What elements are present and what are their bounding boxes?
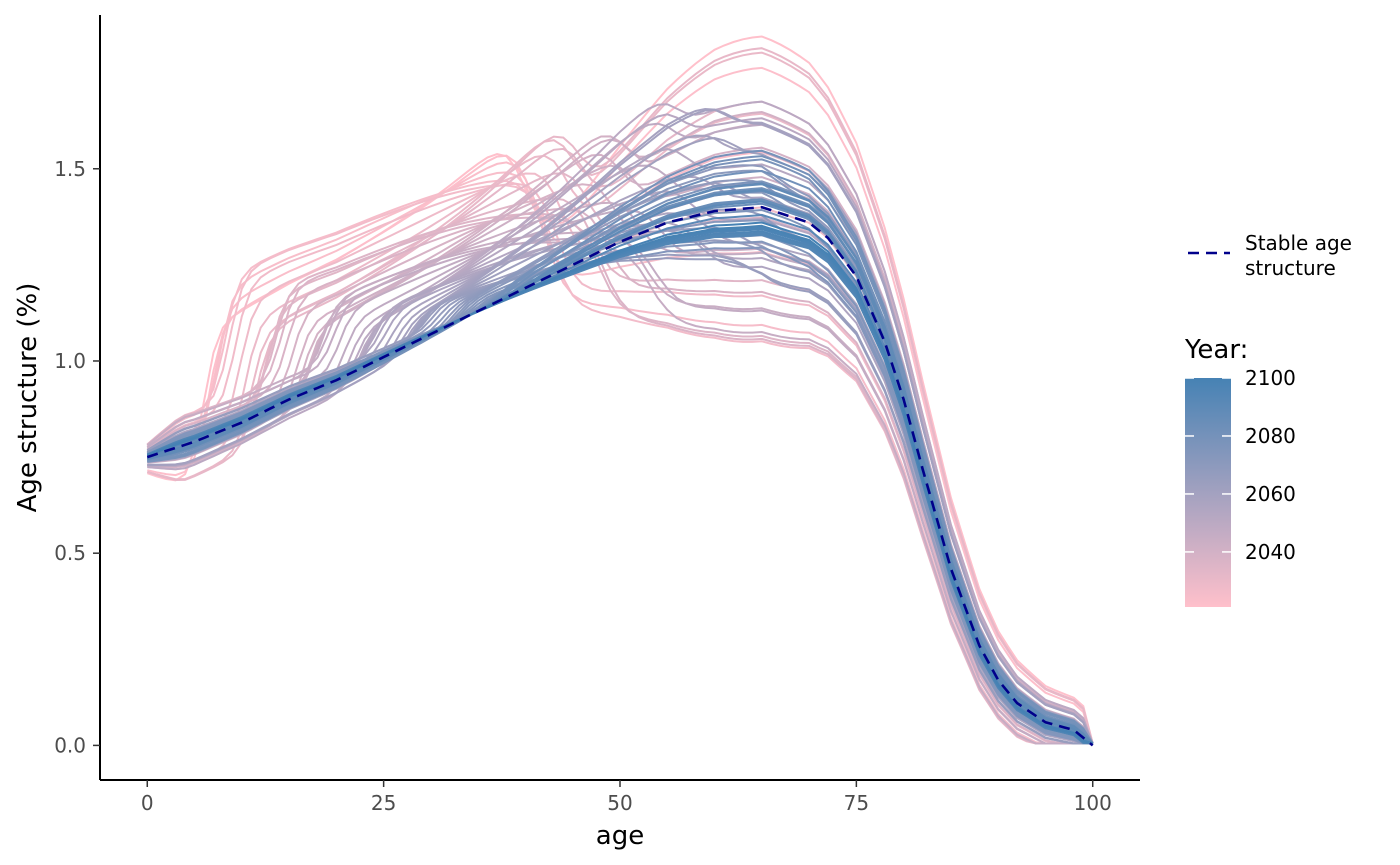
y-tick-label: 0.0	[54, 733, 86, 757]
stable-age-series	[146, 205, 1094, 747]
year-line-2086	[147, 189, 1094, 745]
x-tick-label: 75	[844, 791, 869, 815]
colorbar-label: 2040	[1245, 540, 1296, 564]
year-line-2031	[147, 47, 1094, 744]
legend-colorbar	[1185, 378, 1231, 607]
year-line-2050	[147, 100, 1094, 744]
colorbar-label: 2060	[1245, 482, 1296, 506]
year-line-2074	[146, 246, 1093, 745]
year-line-2034	[146, 197, 1093, 745]
year-lines	[146, 35, 1094, 745]
year-line-2091	[146, 213, 1094, 745]
colorbar-ticks: 2040 2060 2080 2100	[1185, 366, 1296, 564]
year-line-2078	[147, 158, 1094, 745]
year-line-2025	[146, 179, 1093, 745]
x-axis-title: age	[596, 821, 644, 851]
legend-year-title: Year:	[1184, 335, 1248, 365]
legend: Stable age structure Year: 2040 2060 2080 21…	[1184, 231, 1352, 607]
colorbar-label: 2080	[1245, 424, 1296, 448]
year-line-2053	[146, 190, 1094, 745]
y-axis-title: Age structure (%)	[13, 283, 43, 513]
stable-age-line	[146, 205, 1094, 747]
year-line-2065	[146, 257, 1093, 745]
y-tick-label: 1.0	[54, 349, 86, 373]
year-line-2081	[147, 169, 1094, 745]
year-line-2068	[147, 179, 1094, 745]
year-line-2067	[146, 208, 1093, 745]
year-line-2036	[146, 216, 1093, 745]
legend-stable-label: Stable age structure	[1245, 231, 1352, 280]
x-tick-label: 25	[371, 791, 396, 815]
year-line-2026	[146, 184, 1093, 745]
year-line-2032	[147, 100, 1094, 744]
axes: 0 25 50 75 100 0.0 0.5 1.0 1.5	[54, 15, 1140, 815]
year-line-2046	[146, 237, 1093, 745]
y-tick-label: 0.5	[54, 541, 86, 565]
colorbar-label: 2100	[1245, 366, 1296, 390]
y-tick-label: 1.5	[54, 157, 86, 181]
year-line-2056	[146, 212, 1093, 745]
x-tick-label: 50	[607, 791, 632, 815]
x-tick-label: 100	[1074, 791, 1112, 815]
year-line-2100	[146, 221, 1094, 745]
year-line-2037	[146, 207, 1093, 745]
year-line-2089	[147, 188, 1094, 745]
year-line-2080	[147, 155, 1094, 745]
x-tick-label: 0	[141, 791, 154, 815]
year-line-2076	[146, 208, 1094, 745]
year-line-2060	[147, 108, 1094, 744]
year-line-2035	[146, 212, 1093, 745]
